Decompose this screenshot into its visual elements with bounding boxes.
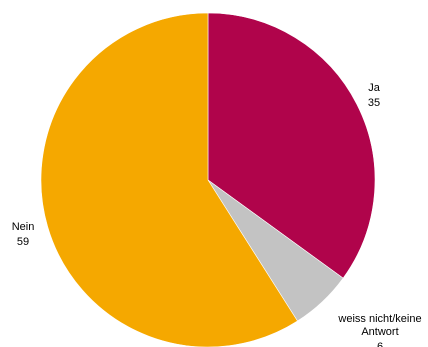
pie-slices (40, 12, 376, 347)
pie-slice-ja (207, 12, 376, 279)
slice-label-weiss-name-line1: weiss nicht/keine (337, 313, 421, 325)
slice-label-nein-value: 59 (17, 236, 29, 248)
slice-label-ja-value: 35 (368, 97, 380, 109)
slice-label-ja-name: Ja (368, 82, 381, 94)
slice-label-nein-name: Nein (12, 221, 35, 233)
pie-labels: Ja 35 weiss nicht/keine Antwort 6 Nein 5… (12, 82, 422, 347)
slice-label-weiss-name-line2: Antwort (361, 326, 398, 338)
slice-label-weiss-value: 6 (377, 341, 383, 347)
